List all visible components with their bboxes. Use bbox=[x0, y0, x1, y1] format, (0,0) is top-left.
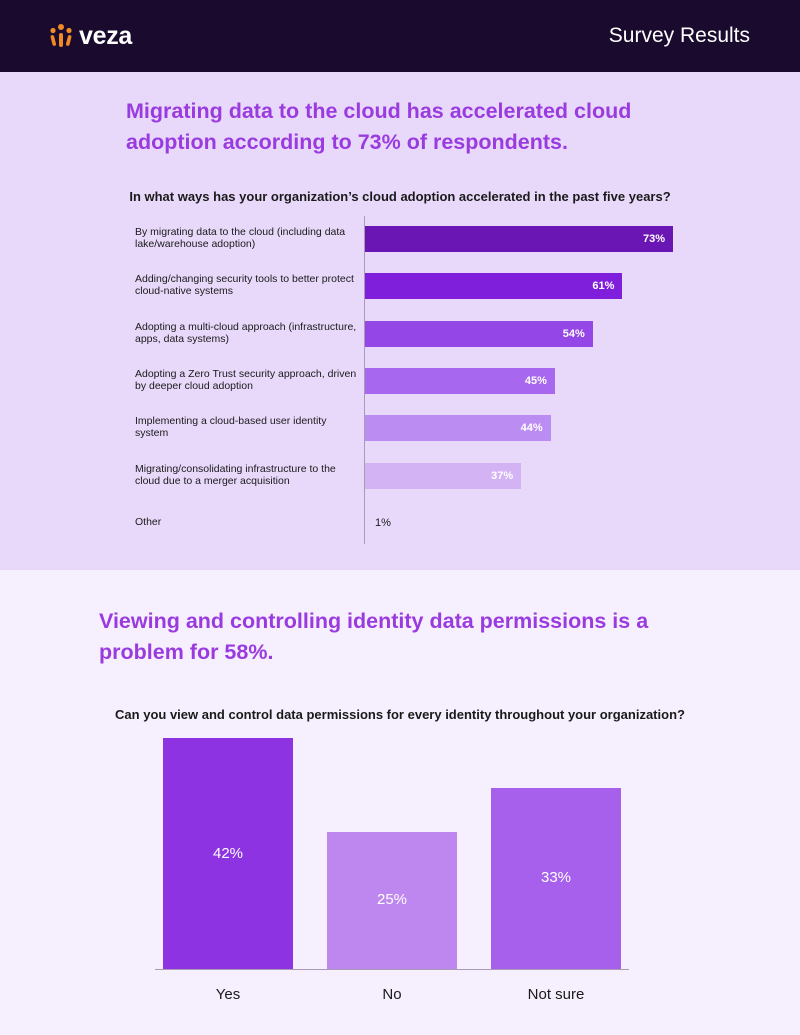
bar-row: Adopting a multi-cloud approach (infrast… bbox=[0, 318, 800, 348]
bar-row: Adding/changing security tools to better… bbox=[0, 270, 800, 300]
column-value-label: 42% bbox=[212, 844, 244, 862]
chart1-question: In what ways has your organization’s clo… bbox=[129, 189, 671, 204]
section2-headline: Viewing and controlling identity data pe… bbox=[99, 609, 649, 664]
bar-value-label: 45% bbox=[524, 374, 547, 387]
bar: 44% bbox=[365, 415, 551, 442]
bar: 54% bbox=[365, 320, 593, 347]
column-category-label: No bbox=[382, 986, 402, 1003]
header-bar: veza Survey Results bbox=[0, 0, 800, 72]
bar-value-label: 37% bbox=[491, 469, 514, 482]
chart2-axis-line bbox=[155, 969, 629, 970]
bar-row: Migrating/consolidating infrastructure t… bbox=[0, 460, 800, 490]
column-category-label: Yes bbox=[215, 986, 241, 1003]
column-category-label: Not sure bbox=[527, 986, 585, 1003]
bar-category-label: Adopting a multi-cloud approach (infrast… bbox=[135, 320, 357, 345]
header-title: Survey Results bbox=[608, 24, 750, 47]
logo-wordmark: veza bbox=[79, 22, 133, 50]
bar: 1% bbox=[365, 509, 391, 536]
bar: 45% bbox=[365, 367, 555, 394]
bar-category-label: Adding/changing security tools to better… bbox=[135, 273, 354, 298]
bar-row: Implementing a cloud-based user identity… bbox=[0, 412, 800, 442]
bar-row: Other 1% bbox=[0, 507, 800, 537]
bar-value-label: 54% bbox=[562, 327, 585, 340]
bar: 61% bbox=[365, 273, 623, 300]
bar-row: Adopting a Zero Trust security approach,… bbox=[0, 365, 800, 395]
bar-value-label: 73% bbox=[642, 233, 665, 245]
bar-row: By migrating data to the cloud (includin… bbox=[0, 223, 800, 253]
veza-logo-icon bbox=[50, 24, 72, 47]
bar: 73% bbox=[365, 226, 673, 252]
bar-category-label: Adopting a Zero Trust security approach,… bbox=[135, 367, 357, 392]
chart2-question: Can you view and control data permission… bbox=[115, 707, 685, 722]
bar-category-label: Other bbox=[135, 515, 162, 528]
column-bar: 25% bbox=[327, 831, 457, 969]
column-value-label: 33% bbox=[540, 869, 572, 887]
section1-headline: Migrating data to the cloud has accelera… bbox=[126, 99, 632, 154]
veza-logo[interactable]: veza bbox=[48, 20, 132, 52]
bar-value-label: 61% bbox=[592, 280, 615, 293]
column-bar: 33% bbox=[491, 787, 621, 969]
bar-category-label: Migrating/consolidating infrastructure t… bbox=[135, 462, 336, 487]
bar-value-label: 1% bbox=[375, 516, 391, 529]
bar-category-label: Implementing a cloud-based user identity… bbox=[135, 415, 327, 440]
bar-value-label: 44% bbox=[520, 422, 543, 435]
column-value-label: 25% bbox=[376, 891, 408, 909]
bar: 37% bbox=[365, 462, 522, 489]
bar-category-label: By migrating data to the cloud (includin… bbox=[135, 226, 346, 250]
column-bar: 42% bbox=[163, 738, 293, 969]
chart1-axis-line bbox=[364, 216, 365, 544]
